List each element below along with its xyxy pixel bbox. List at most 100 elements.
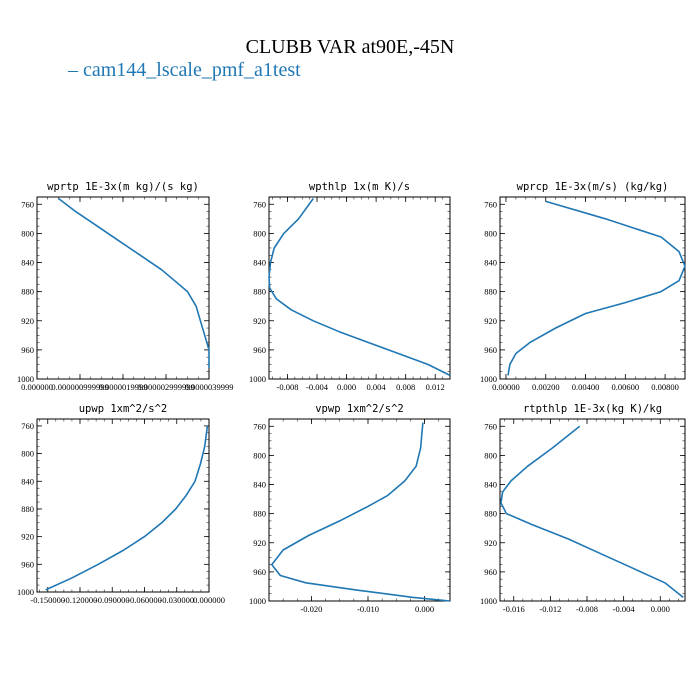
y-tick-label: 960 xyxy=(484,345,497,355)
figure-title: CLUBB VAR at90E,-45N xyxy=(245,36,455,58)
subplot-4: upwp 1xm^2/s^27608008408809209601000-0.1… xyxy=(17,403,225,605)
y-tick-label: 760 xyxy=(484,421,497,431)
x-tick-label: 0.000002999999 xyxy=(137,382,194,392)
subplot-1: wprtp 1E-3x(m kg)/(s kg) 760 800 840 880 920 9… xyxy=(17,181,233,392)
plot-frame xyxy=(499,196,686,380)
series-line xyxy=(500,425,684,599)
y-tick-label: 760 xyxy=(484,199,497,209)
y-tick-label: 800 xyxy=(21,228,34,238)
x-tick-label: 0.00200 xyxy=(532,382,560,392)
y-tick-label: 840 xyxy=(253,258,266,268)
x-tick-label: -0.020 xyxy=(300,604,322,614)
y-tick-label: 960 xyxy=(21,345,34,355)
legend: – cam144_lscale_pmf_a1test xyxy=(68,59,301,82)
y-tick-label: 960 xyxy=(484,567,497,577)
x-tick-label: 0.000 xyxy=(337,382,356,392)
x-tick-label: -0.008 xyxy=(276,382,298,392)
x-tick-label: 0.0000039999 xyxy=(185,382,234,392)
x-tick-label: 0.000 xyxy=(651,604,670,614)
x-tick-label: 0.008 xyxy=(396,382,415,392)
y-tick-label: 1000 xyxy=(249,596,266,606)
series-line xyxy=(270,422,451,602)
series-line xyxy=(58,197,210,369)
y-tick-label: 880 xyxy=(253,287,266,297)
y-tick-label: 1000 xyxy=(17,374,34,384)
y-tick-label: 960 xyxy=(21,559,34,569)
plot-frame xyxy=(268,196,451,380)
y-tick-label: 1000 xyxy=(249,374,266,384)
y-tick-label: 760 xyxy=(21,421,34,431)
y-tick-label: 1000 xyxy=(480,374,497,384)
plot-frame xyxy=(268,418,451,602)
subplot-2: wpthlp 1x(m K)/s 760 800 840 880 920 960 1000 -0… xyxy=(249,181,451,392)
x-tick-label: -0.016 xyxy=(503,604,525,614)
y-tick-label: 920 xyxy=(484,538,497,548)
y-tick-label: 960 xyxy=(253,567,266,577)
series-line xyxy=(45,425,209,591)
x-tick-label: 0.012 xyxy=(426,382,445,392)
x-tick-label: -0.004 xyxy=(306,382,329,392)
y-tick-label: 800 xyxy=(253,228,266,238)
subplot-title: wpthlp 1x(m K)/s xyxy=(309,181,410,193)
y-tick-label: 840 xyxy=(484,258,497,268)
x-tick-label: 0.0000019999 xyxy=(99,382,148,392)
subplot-title: wprcp 1E-3x(m/s) (kg/kg) xyxy=(517,181,669,193)
y-tick-label: 920 xyxy=(253,538,266,548)
y-tick-label: 920 xyxy=(21,316,34,326)
y-tick-label: 880 xyxy=(484,509,497,519)
subplot-6: rtpthlp 1E-3x(kg K)/kg 760 800 840 880 920 960… xyxy=(480,403,686,614)
y-tick-label: 800 xyxy=(253,450,266,460)
x-tick-label: -0.010 xyxy=(357,604,379,614)
y-tick-label: 880 xyxy=(21,287,34,297)
x-tick-label: 0.000000 xyxy=(21,382,53,392)
y-tick-label: 960 xyxy=(253,345,266,355)
x-tick-label: -0.060000 xyxy=(127,595,162,605)
y-tick-label: 880 xyxy=(21,504,34,514)
subplot-3: wprcp 1E-3x(m/s) (kg/kg) 760 800 840 880 920 9… xyxy=(480,181,686,392)
x-tick-label: -0.030000 xyxy=(159,595,194,605)
x-tick-label: 0.00800 xyxy=(651,382,679,392)
x-tick-label: -0.150000 xyxy=(30,595,65,605)
y-tick-label: 920 xyxy=(484,316,497,326)
x-tick-label: -0.012 xyxy=(539,604,561,614)
x-tick-label: 0.000000 xyxy=(193,595,225,605)
y-tick-label: 880 xyxy=(253,509,266,519)
y-tick-label: 840 xyxy=(21,476,34,486)
series-line xyxy=(507,200,686,376)
y-tick-label: 880 xyxy=(484,287,497,297)
series-line xyxy=(268,198,451,377)
plot-frame xyxy=(499,418,686,602)
y-tick-label: 760 xyxy=(253,421,266,431)
plot-frame xyxy=(36,418,210,593)
x-tick-label: 0.00600 xyxy=(612,382,640,392)
subplot-title: vpwp 1xm^2/s^2 xyxy=(315,403,404,415)
x-tick-label: 0.00400 xyxy=(572,382,600,392)
legend-label: cam144_lscale_pmf_a1test xyxy=(83,59,301,81)
x-tick-label: -0.090000 xyxy=(95,595,130,605)
legend-line-marker: – xyxy=(68,59,83,81)
subplot-title: upwp 1xm^2/s^2 xyxy=(79,403,168,415)
y-tick-label: 920 xyxy=(21,532,34,542)
x-tick-label: -0.004 xyxy=(613,604,636,614)
x-tick-label: 0.004 xyxy=(367,382,387,392)
y-tick-label: 840 xyxy=(21,258,34,268)
y-tick-label: 920 xyxy=(253,316,266,326)
subplot-title: rtpthlp 1E-3x(kg K)/kg xyxy=(523,403,662,415)
y-tick-label: 840 xyxy=(253,480,266,490)
subplot-5: vpwp 1xm^2/s^2 760 800 840 880 920 960 1000 -0.0… xyxy=(249,403,451,614)
x-tick-label: 0.000 xyxy=(415,604,434,614)
x-tick-label: -0.120000 xyxy=(63,595,98,605)
y-tick-label: 1000 xyxy=(480,596,497,606)
x-tick-label: 0.000000999999 xyxy=(51,382,108,392)
subplot-title: wprtp 1E-3x(m kg)/(s kg) xyxy=(47,181,199,193)
y-tick-label: 800 xyxy=(484,450,497,460)
y-tick-label: 840 xyxy=(484,480,497,490)
y-tick-label: 760 xyxy=(21,199,34,209)
y-tick-label: 1000 xyxy=(17,587,34,597)
x-tick-label: 0.00000 xyxy=(492,382,520,392)
x-tick-label: -0.008 xyxy=(576,604,598,614)
y-tick-label: 760 xyxy=(253,199,266,209)
y-tick-label: 800 xyxy=(21,449,34,459)
y-tick-label: 800 xyxy=(484,228,497,238)
